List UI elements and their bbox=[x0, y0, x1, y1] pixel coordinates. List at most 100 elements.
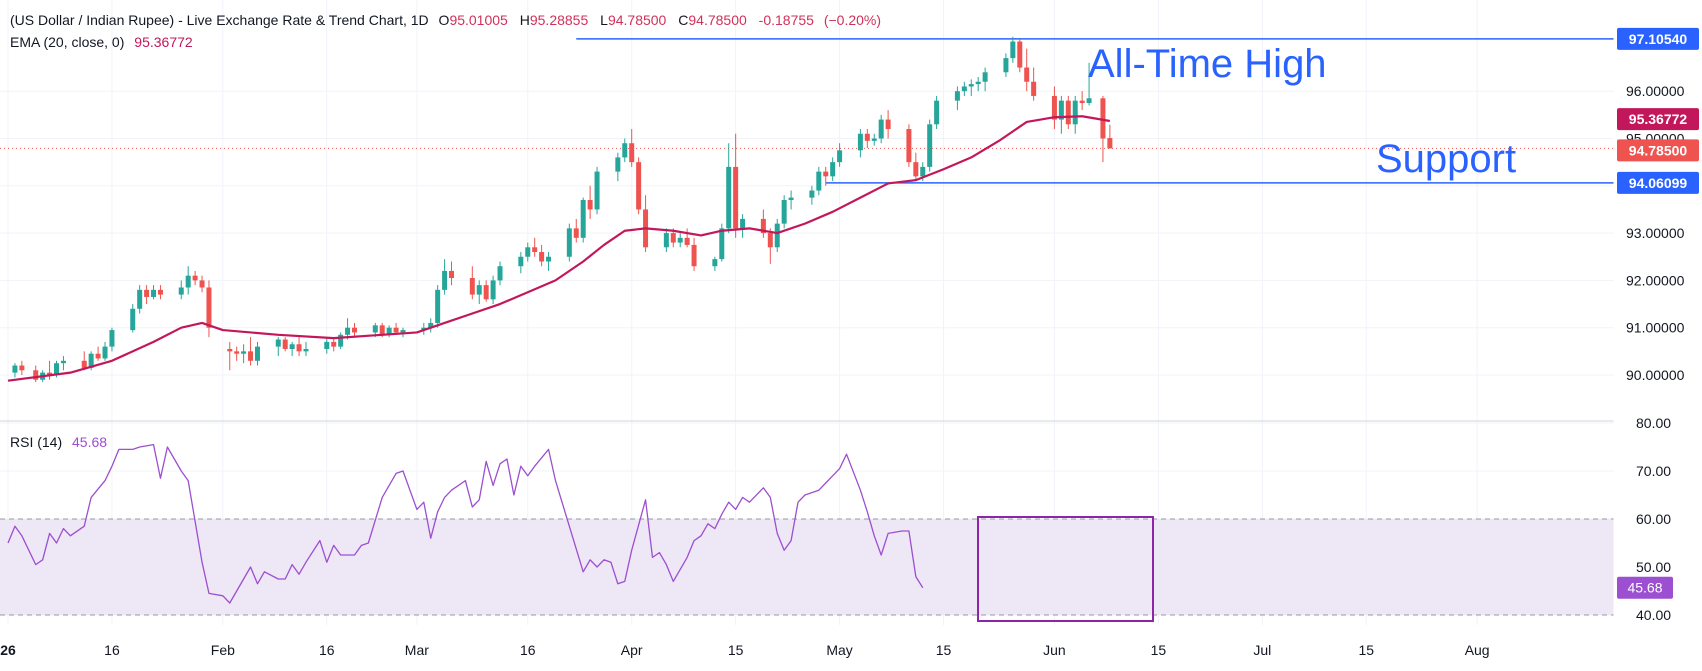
support-label: Support bbox=[1376, 137, 1516, 181]
candle-body bbox=[885, 119, 891, 130]
time-tick-label: May bbox=[826, 642, 852, 658]
time-tick-label: Apr bbox=[621, 642, 643, 658]
rsi-band-fill bbox=[0, 519, 1614, 615]
rsi-band bbox=[0, 518, 1614, 616]
rsi-highlight-box bbox=[977, 516, 1154, 622]
candle-body bbox=[241, 351, 247, 354]
rsi-value-tag: 45.68 bbox=[1627, 580, 1662, 596]
candle-body bbox=[719, 228, 725, 260]
last-price-tag: 94.78500 bbox=[1629, 142, 1688, 158]
candle-body bbox=[199, 280, 205, 288]
candle-body bbox=[546, 256, 552, 262]
candle-body bbox=[338, 334, 344, 347]
candle-body bbox=[982, 72, 988, 82]
candle-body bbox=[587, 199, 593, 210]
price-tags: 97.10540 94.06099 95.36772 94.78500 45.68 bbox=[1617, 27, 1699, 599]
candle-body bbox=[296, 344, 302, 352]
candle-body bbox=[961, 86, 967, 92]
candle-body bbox=[352, 327, 357, 333]
candle-body bbox=[490, 280, 496, 300]
candle-body bbox=[1107, 138, 1113, 149]
candle-body bbox=[19, 365, 25, 371]
candle-body bbox=[102, 346, 108, 359]
candle-body bbox=[781, 199, 787, 224]
candle-body bbox=[192, 275, 198, 281]
candle-body bbox=[913, 162, 919, 177]
candle-body bbox=[1031, 81, 1037, 96]
time-tick-label: Jul bbox=[1253, 642, 1271, 658]
candle-body bbox=[518, 256, 524, 267]
candle-body bbox=[81, 360, 87, 368]
ohlc-open: O95.01005 bbox=[438, 12, 508, 28]
ohlc-change-pct: (−0.20%) bbox=[823, 12, 882, 28]
candlestick-series bbox=[12, 36, 1113, 383]
candle-body bbox=[1086, 98, 1092, 104]
ema-series bbox=[7, 115, 1111, 382]
candle-body bbox=[483, 285, 489, 300]
time-tick-label: Mar bbox=[405, 642, 429, 658]
time-tick-label: 15 bbox=[936, 642, 952, 658]
candle-body bbox=[920, 166, 926, 177]
candle-body bbox=[109, 330, 115, 347]
candle-body bbox=[130, 308, 136, 331]
last-price-tag-bg bbox=[1617, 139, 1699, 162]
candle-body bbox=[435, 289, 441, 323]
ath-price-tag-bg bbox=[1617, 27, 1699, 50]
rsi-value: 45.68 bbox=[72, 434, 108, 450]
candle-body bbox=[185, 275, 191, 288]
candle-body bbox=[906, 129, 912, 163]
candle-body bbox=[234, 351, 240, 354]
chart-header-line: (US Dollar / Indian Rupee) - Live Exchan… bbox=[10, 12, 887, 28]
candle-body bbox=[1051, 95, 1057, 120]
rsi-tick-label: 80.00 bbox=[1636, 415, 1671, 431]
candle-body bbox=[1010, 41, 1016, 59]
candle-body bbox=[393, 327, 399, 333]
rsi-tick-label: 70.00 bbox=[1636, 463, 1671, 479]
candle-body bbox=[760, 218, 766, 234]
candle-body bbox=[88, 353, 94, 368]
time-tick-label: 15 bbox=[1151, 642, 1167, 658]
ema-line bbox=[7, 115, 1111, 382]
candle-body bbox=[1058, 100, 1064, 120]
candle-body bbox=[615, 157, 621, 172]
time-tick-label: Feb bbox=[211, 642, 235, 658]
candle-body bbox=[539, 252, 545, 262]
candle-body bbox=[774, 223, 780, 248]
ohlc-high: H95.28855 bbox=[519, 12, 589, 28]
ema-value: 95.36772 bbox=[134, 34, 193, 50]
time-tick-label: 26 bbox=[0, 642, 16, 658]
time-tick-label: 15 bbox=[728, 642, 744, 658]
chart-title: (US Dollar / Indian Rupee) - Live Exchan… bbox=[10, 12, 429, 28]
candle-body bbox=[282, 339, 288, 349]
candle-body bbox=[927, 124, 933, 167]
candle-body bbox=[12, 365, 18, 373]
support-price-tag: 94.06099 bbox=[1629, 175, 1688, 191]
ema-price-tag: 95.36772 bbox=[1629, 111, 1688, 127]
candle-body bbox=[975, 81, 981, 85]
candle-body bbox=[677, 237, 683, 243]
candle-body bbox=[151, 289, 157, 297]
candle-body bbox=[740, 218, 746, 229]
time-tick-label: 15 bbox=[1358, 642, 1374, 658]
candle-body bbox=[871, 138, 877, 141]
candle-body bbox=[157, 289, 163, 295]
candle-body bbox=[254, 346, 260, 361]
candle-body bbox=[54, 363, 60, 375]
candle-body bbox=[442, 270, 448, 290]
candle-body bbox=[1024, 67, 1030, 82]
candle-body bbox=[144, 289, 150, 297]
candle-body bbox=[934, 100, 940, 125]
candle-body bbox=[331, 341, 337, 347]
price-tick-label: 91.00000 bbox=[1626, 320, 1685, 336]
rsi-series bbox=[7, 443, 924, 604]
candle-body bbox=[594, 171, 600, 210]
candle-body bbox=[227, 348, 233, 352]
time-tick-label: Jun bbox=[1043, 642, 1066, 658]
time-tick-label: 16 bbox=[104, 642, 120, 658]
candle-body bbox=[712, 259, 718, 267]
candle-body bbox=[684, 237, 690, 245]
candle-body bbox=[60, 360, 66, 364]
candle-body bbox=[823, 171, 829, 177]
candle-body bbox=[379, 325, 385, 335]
